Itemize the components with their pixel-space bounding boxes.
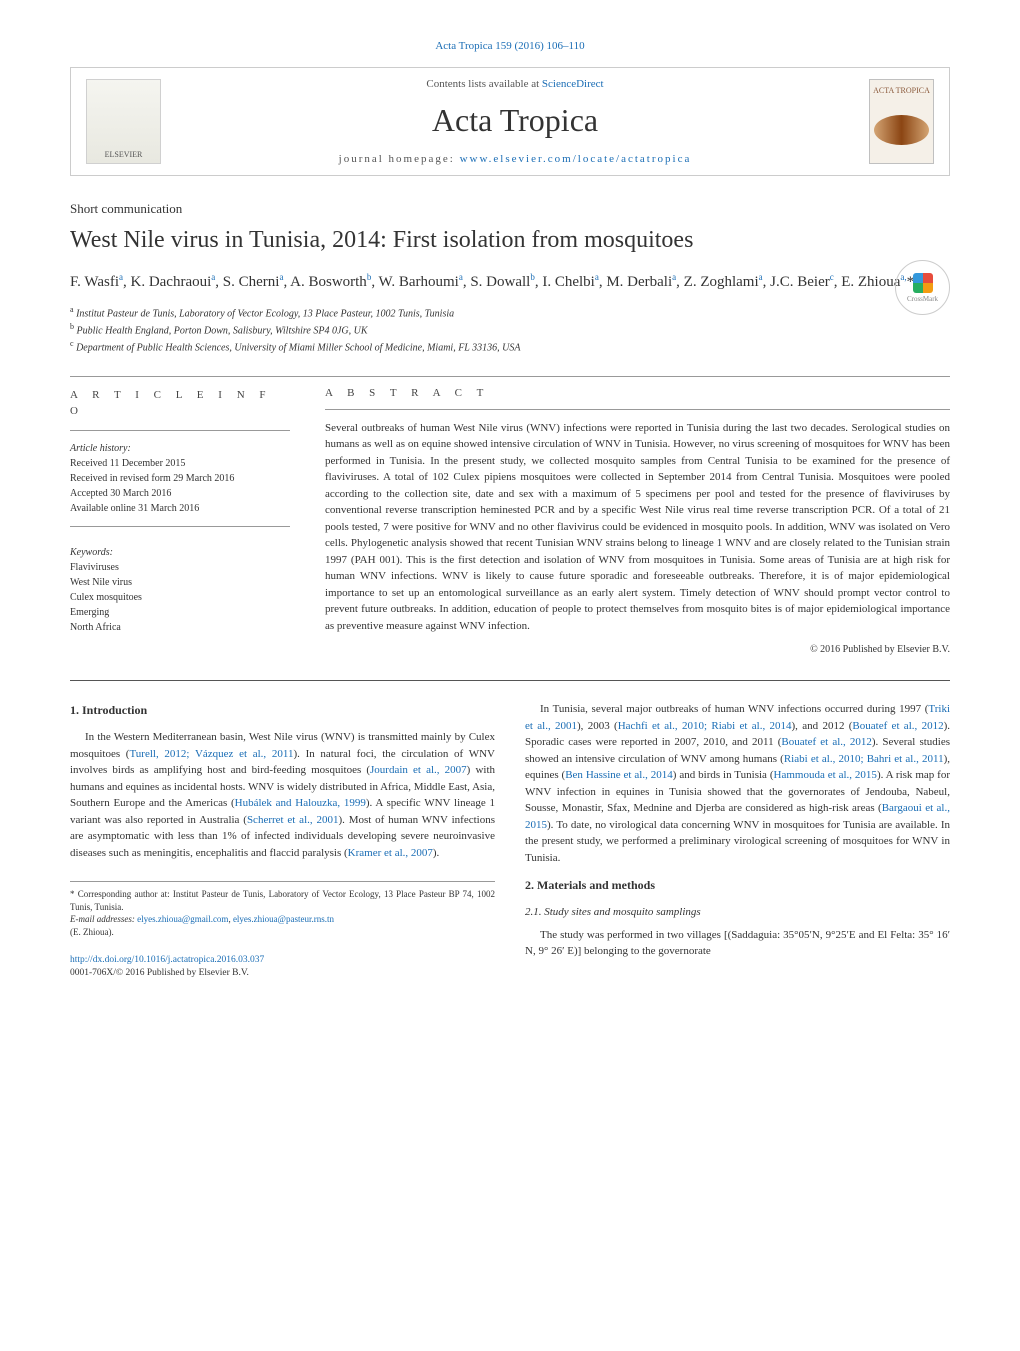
corr-author-text: * Corresponding author at: Institut Past…: [70, 888, 495, 913]
email-link[interactable]: elyes.zhioua@pasteur.rns.tn: [233, 914, 334, 924]
divider: [70, 430, 290, 431]
divider: [70, 526, 290, 527]
intro-paragraph-2: In Tunisia, several major outbreaks of h…: [525, 701, 950, 866]
divider-thick: [70, 680, 950, 681]
citation-link[interactable]: Jourdain et al., 2007: [370, 764, 467, 776]
keyword: North Africa: [70, 620, 290, 635]
affiliation-c: c Department of Public Health Sciences, …: [70, 338, 950, 355]
text: ).: [433, 847, 439, 859]
affiliation-a: a Institut Pasteur de Tunis, Laboratory …: [70, 304, 950, 321]
journal-cover-icon: ACTA TROPICA: [869, 79, 934, 164]
citation-link[interactable]: Acta Tropica 159 (2016) 106–110: [435, 40, 584, 52]
intro-paragraph: In the Western Mediterranean basin, West…: [70, 729, 495, 861]
keywords-label: Keywords:: [70, 545, 290, 560]
corresponding-author-footnote: * Corresponding author at: Institut Past…: [70, 881, 495, 938]
keyword: Culex mosquitoes: [70, 590, 290, 605]
text: The study was performed in two villages …: [525, 929, 950, 958]
cover-graphic-icon: [874, 115, 929, 145]
affiliation-b: b Public Health England, Porton Down, Sa…: [70, 321, 950, 338]
abstract-heading: a b s t r a c t: [325, 387, 950, 399]
citation-link[interactable]: Riabi et al., 2010; Bahri et al., 2011: [784, 753, 944, 765]
history-accepted: Accepted 30 March 2016: [70, 486, 290, 501]
divider: [325, 409, 950, 410]
header-citation: Acta Tropica 159 (2016) 106–110: [70, 40, 950, 52]
header-center: Contents lists available at ScienceDirec…: [161, 78, 869, 165]
history-online: Available online 31 March 2016: [70, 501, 290, 516]
history-revised: Received in revised form 29 March 2016: [70, 471, 290, 486]
email-line: E-mail addresses: elyes.zhioua@gmail.com…: [70, 913, 495, 926]
citation-link[interactable]: Hubálek and Halouzka, 1999: [235, 797, 366, 809]
journal-homepage: journal homepage: www.elsevier.com/locat…: [161, 153, 869, 165]
journal-header: ELSEVIER Contents lists available at Sci…: [70, 67, 950, 176]
journal-title: Acta Tropica: [161, 102, 869, 139]
divider: [70, 376, 950, 377]
citation-link[interactable]: Bouatef et al., 2012: [781, 736, 871, 748]
homepage-link[interactable]: www.elsevier.com/locate/actatropica: [460, 153, 692, 165]
abstract-text: Several outbreaks of human West Nile vir…: [325, 420, 950, 635]
crossmark-label: CrossMark: [907, 295, 938, 303]
elsevier-logo: ELSEVIER: [86, 79, 161, 164]
article-info: a r t i c l e i n f o Article history: R…: [70, 387, 290, 656]
text: ), 2003 (: [577, 720, 618, 732]
subsection-heading-21: 2.1. Study sites and mosquito samplings: [525, 904, 950, 921]
email-label: E-mail addresses:: [70, 914, 137, 924]
affiliation-b-text: Public Health England, Porton Down, Sali…: [77, 325, 368, 336]
body-column-right: In Tunisia, several major outbreaks of h…: [525, 701, 950, 980]
issn-line: 0001-706X/© 2016 Published by Elsevier B…: [70, 967, 495, 980]
section-heading-intro: 1. Introduction: [70, 701, 495, 719]
citation-link[interactable]: Scherret et al., 2001: [247, 814, 339, 826]
crossmark-icon: [913, 273, 933, 293]
doi-link[interactable]: http://dx.doi.org/10.1016/j.actatropica.…: [70, 955, 264, 965]
methods-paragraph: The study was performed in two villages …: [525, 927, 950, 960]
affiliation-a-text: Institut Pasteur de Tunis, Laboratory of…: [76, 308, 454, 319]
keyword: Emerging: [70, 605, 290, 620]
contents-prefix: Contents lists available at: [426, 78, 541, 90]
text: ), and 2012 (: [792, 720, 853, 732]
text: In Tunisia, several major outbreaks of h…: [540, 703, 928, 715]
crossmark-badge[interactable]: CrossMark: [895, 260, 950, 315]
email-link[interactable]: elyes.zhioua@gmail.com: [137, 914, 228, 924]
article-type: Short communication: [70, 201, 950, 217]
keyword: Flaviviruses: [70, 560, 290, 575]
citation-link[interactable]: Turell, 2012; Vázquez et al., 2011: [129, 748, 293, 760]
elsevier-label: ELSEVIER: [105, 150, 143, 159]
body-columns: 1. Introduction In the Western Mediterra…: [70, 701, 950, 980]
history-label: Article history:: [70, 441, 290, 456]
keywords-block: Keywords: Flaviviruses West Nile virus C…: [70, 545, 290, 635]
body-column-left: 1. Introduction In the Western Mediterra…: [70, 701, 495, 980]
text: ). To date, no virological data concerni…: [525, 819, 950, 864]
history-received: Received 11 December 2015: [70, 456, 290, 471]
citation-link[interactable]: Hammouda et al., 2015: [774, 769, 877, 781]
section-heading-methods: 2. Materials and methods: [525, 876, 950, 894]
citation-link[interactable]: Kramer et al., 2007: [348, 847, 433, 859]
info-heading: a r t i c l e i n f o: [70, 387, 290, 420]
affiliations: a Institut Pasteur de Tunis, Laboratory …: [70, 304, 950, 356]
contents-line: Contents lists available at ScienceDirec…: [161, 78, 869, 90]
info-abstract-row: a r t i c l e i n f o Article history: R…: [70, 387, 950, 656]
sciencedirect-link[interactable]: ScienceDirect: [542, 78, 604, 90]
text: ) and birds in Tunisia (: [673, 769, 774, 781]
abstract-column: a b s t r a c t Several outbreaks of hum…: [325, 387, 950, 656]
author-list: F. Wasfia, K. Dachraouia, S. Chernia, A.…: [70, 271, 950, 294]
cover-label: ACTA TROPICA: [873, 86, 930, 95]
citation-link[interactable]: Bouatef et al., 2012: [852, 720, 943, 732]
footer-block: http://dx.doi.org/10.1016/j.actatropica.…: [70, 954, 495, 981]
article-title: West Nile virus in Tunisia, 2014: First …: [70, 225, 950, 256]
affiliation-c-text: Department of Public Health Sciences, Un…: [76, 343, 520, 354]
citation-link[interactable]: Hachfi et al., 2010; Riabi et al., 2014: [618, 720, 792, 732]
keyword: West Nile virus: [70, 575, 290, 590]
abstract-copyright: © 2016 Published by Elsevier B.V.: [325, 644, 950, 655]
homepage-prefix: journal homepage:: [339, 153, 460, 165]
email-author: (E. Zhioua).: [70, 926, 495, 939]
citation-link[interactable]: Ben Hassine et al., 2014: [565, 769, 673, 781]
